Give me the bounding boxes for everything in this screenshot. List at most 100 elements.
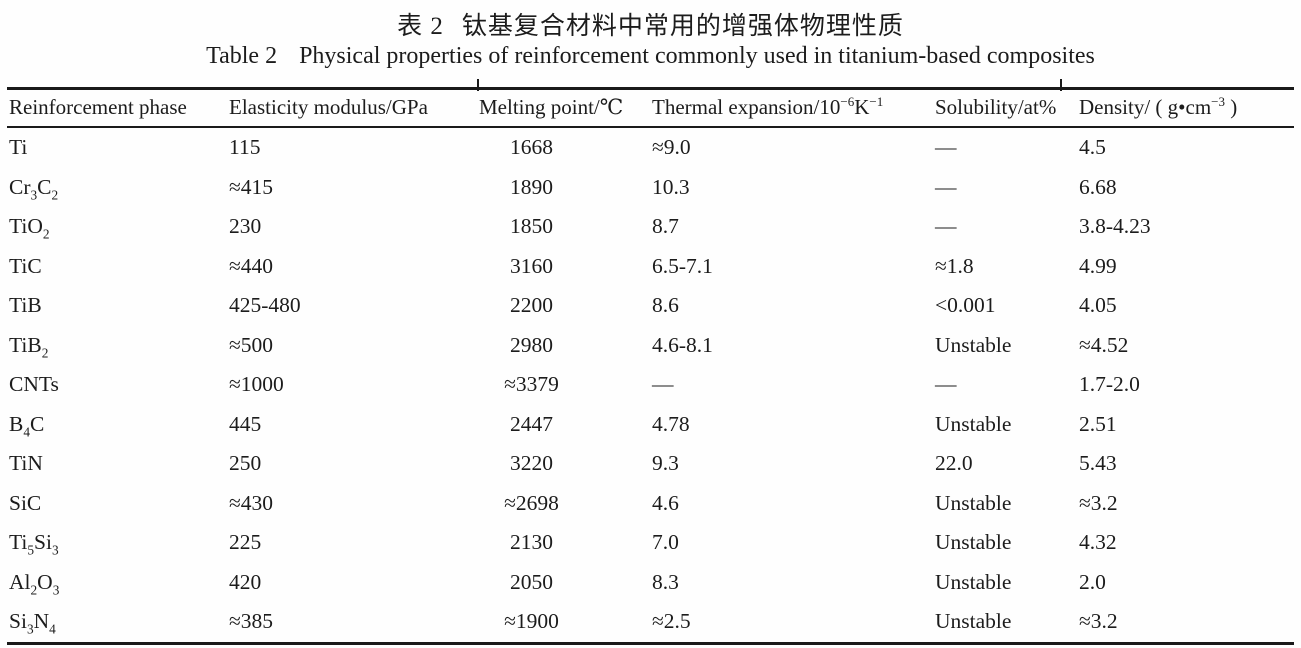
cell-thermal-expansion: 8.7 xyxy=(652,214,679,239)
cell-density: 4.05 xyxy=(1079,293,1117,318)
cell-melting-point: ≈3379 xyxy=(504,372,559,397)
table-row: CNTs ≈1000 ≈3379 — — 1.7-2.0 xyxy=(7,365,1294,405)
cell-density: 6.68 xyxy=(1079,174,1117,199)
cell-thermal-expansion: 8.6 xyxy=(652,293,679,318)
cell-density: 4.99 xyxy=(1079,253,1117,278)
cell-thermal-expansion: 9.3 xyxy=(652,451,679,476)
cell-melting-point: 2130 xyxy=(510,530,553,555)
col-header-solubility: Solubility/at% xyxy=(933,88,1077,128)
table-caption-english-label: Table 2 xyxy=(206,43,278,69)
cell-reinforcement-phase: Ti xyxy=(9,135,28,160)
cell-thermal-expansion: 4.6 xyxy=(652,490,679,515)
cell-solubility: Unstable xyxy=(935,530,1012,555)
cell-solubility: Unstable xyxy=(935,332,1012,357)
cell-melting-point: 2050 xyxy=(510,569,553,594)
cell-thermal-expansion: — xyxy=(652,372,674,397)
table-row: B4C 445 2447 4.78 Unstable 2.51 xyxy=(7,405,1294,445)
cell-solubility: 22.0 xyxy=(935,451,973,476)
cell-reinforcement-phase: Al2O3 xyxy=(9,569,60,598)
table-caption-english: Table 2 Physical properties of reinforcem… xyxy=(0,43,1301,70)
table-row: Cr3C2 ≈415 1890 10.3 — 6.68 xyxy=(7,168,1294,208)
cell-elasticity-modulus: ≈1000 xyxy=(229,372,284,397)
cell-elasticity-modulus: 445 xyxy=(229,411,262,436)
table-row: Ti5Si3 225 2130 7.0 Unstable 4.32 xyxy=(7,523,1294,563)
table-row: Al2O3 420 2050 8.3 Unstable 2.0 xyxy=(7,563,1294,603)
cell-solubility: Unstable xyxy=(935,609,1012,634)
cell-solubility: Unstable xyxy=(935,569,1012,594)
cell-elasticity-modulus: 250 xyxy=(229,451,262,476)
cell-elasticity-modulus: ≈440 xyxy=(229,253,274,278)
cell-thermal-expansion: 4.78 xyxy=(652,411,690,436)
cell-density: 3.8-4.23 xyxy=(1079,214,1151,239)
cell-solubility: — xyxy=(935,174,957,199)
cell-solubility: Unstable xyxy=(935,411,1012,436)
cell-density: 4.5 xyxy=(1079,135,1106,160)
cell-solubility: — xyxy=(935,372,957,397)
table-caption-english-text: Physical properties of reinforcement com… xyxy=(299,43,1095,69)
cell-density: 4.32 xyxy=(1079,530,1117,555)
cell-thermal-expansion: 4.6-8.1 xyxy=(652,332,713,357)
cell-reinforcement-phase: SiC xyxy=(9,490,42,515)
cell-reinforcement-phase: TiB xyxy=(9,293,42,318)
cell-reinforcement-phase: Si3N4 xyxy=(9,609,56,637)
table-row: TiC ≈440 3160 6.5-7.1 ≈1.8 4.99 xyxy=(7,247,1294,287)
cell-elasticity-modulus: ≈385 xyxy=(229,609,274,634)
cell-elasticity-modulus: ≈415 xyxy=(229,174,274,199)
table-row: TiN 250 3220 9.3 22.0 5.43 xyxy=(7,444,1294,484)
cell-density: 1.7-2.0 xyxy=(1079,372,1140,397)
col-header-elasticity-modulus: Elasticity modulus/GPa xyxy=(227,88,477,128)
table-row: Ti 115 1668 ≈9.0 — 4.5 xyxy=(7,127,1294,168)
cell-melting-point: 3160 xyxy=(510,253,553,278)
reinforcement-properties-table: Reinforcement phase Elasticity modulus/G… xyxy=(7,87,1294,645)
cell-elasticity-modulus: ≈430 xyxy=(229,490,274,515)
cell-solubility: Unstable xyxy=(935,490,1012,515)
col-header-melting-point: Melting point/℃ xyxy=(477,88,650,128)
cell-thermal-expansion: 10.3 xyxy=(652,174,690,199)
table-row: TiO2 230 1850 8.7 — 3.8-4.23 xyxy=(7,207,1294,247)
cell-elasticity-modulus: 225 xyxy=(229,530,262,555)
cell-reinforcement-phase: CNTs xyxy=(9,372,59,397)
cell-elasticity-modulus: ≈500 xyxy=(229,332,274,357)
table-row: TiB 425-480 2200 8.6 <0.001 4.05 xyxy=(7,286,1294,326)
cell-elasticity-modulus: 420 xyxy=(229,569,262,594)
table-caption-chinese-text: 钛基复合材料中常用的增强体物理性质 xyxy=(461,13,904,40)
cell-elasticity-modulus: 115 xyxy=(229,135,261,160)
cell-reinforcement-phase: B4C xyxy=(9,411,45,440)
cell-thermal-expansion: 7.0 xyxy=(652,530,679,555)
scan-artifact-tick xyxy=(477,79,479,91)
cell-melting-point: 1890 xyxy=(510,174,553,199)
cell-melting-point: 2200 xyxy=(510,293,553,318)
cell-melting-point: ≈2698 xyxy=(504,490,559,515)
cell-reinforcement-phase: TiO2 xyxy=(9,214,50,242)
cell-melting-point: 2980 xyxy=(510,332,553,357)
col-header-reinforcement-phase: Reinforcement phase xyxy=(7,88,227,128)
table-caption-chinese-label: 表 2 xyxy=(397,13,444,40)
table-row: SiC ≈430 ≈2698 4.6 Unstable ≈3.2 xyxy=(7,484,1294,524)
table-header-row: Reinforcement phase Elasticity modulus/G… xyxy=(7,88,1294,128)
cell-density: ≈4.52 xyxy=(1079,332,1129,357)
cell-density: ≈3.2 xyxy=(1079,490,1118,515)
cell-elasticity-modulus: 230 xyxy=(229,214,262,239)
cell-solubility: — xyxy=(935,135,957,160)
cell-reinforcement-phase: TiN xyxy=(9,451,43,476)
cell-thermal-expansion: 6.5-7.1 xyxy=(652,253,713,278)
cell-elasticity-modulus: 425-480 xyxy=(229,293,301,318)
cell-thermal-expansion: 8.3 xyxy=(652,569,679,594)
table-body: Ti 115 1668 ≈9.0 — 4.5 Cr3C2 ≈415 1890 10.3 — 6.68 T… xyxy=(7,127,1294,643)
cell-reinforcement-phase: Ti5Si3 xyxy=(9,530,59,558)
table-row: Si3N4 ≈385 ≈1900 ≈2.5 Unstable ≈3.2 xyxy=(7,602,1294,643)
cell-melting-point: 1668 xyxy=(510,135,553,160)
cell-reinforcement-phase: TiB2 xyxy=(9,332,49,361)
cell-solubility: — xyxy=(935,214,957,239)
cell-solubility: ≈1.8 xyxy=(935,253,974,278)
cell-solubility: <0.001 xyxy=(935,293,996,318)
cell-density: 2.51 xyxy=(1079,411,1117,436)
cell-density: 5.43 xyxy=(1079,451,1117,476)
cell-thermal-expansion: ≈2.5 xyxy=(652,609,691,634)
cell-density: 2.0 xyxy=(1079,569,1106,594)
scan-artifact-tick xyxy=(1060,79,1062,91)
cell-melting-point: 1850 xyxy=(510,214,553,239)
col-header-thermal-expansion: Thermal expansion/10−6K−1 xyxy=(650,88,933,128)
cell-melting-point: ≈1900 xyxy=(504,609,559,634)
